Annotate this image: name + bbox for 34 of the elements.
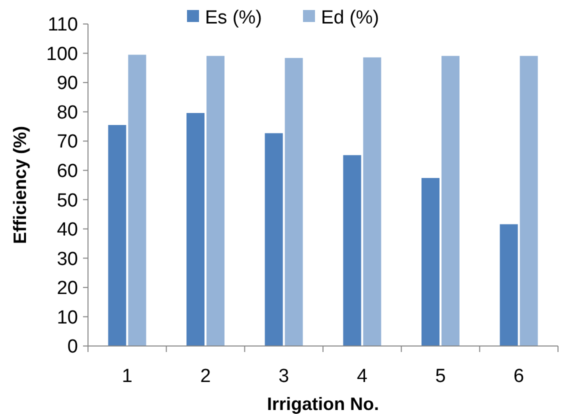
- y-tick-label: 10: [56, 307, 78, 328]
- y-tick-label: 70: [56, 132, 78, 153]
- x-tick-label: 4: [356, 366, 368, 387]
- bar: [520, 56, 538, 346]
- y-tick-label: 40: [56, 220, 78, 241]
- y-tick-label: 80: [56, 102, 78, 124]
- bar: [363, 57, 382, 346]
- bar: [442, 56, 460, 346]
- y-tick-label: 100: [46, 44, 78, 65]
- bar: [108, 124, 126, 346]
- bar: [422, 178, 440, 346]
- y-tick-label: 90: [56, 73, 78, 94]
- bar: [206, 56, 224, 346]
- x-tick-label: 3: [278, 366, 290, 387]
- x-tick-label: 1: [122, 366, 132, 387]
- legend-label: Es (%): [205, 8, 262, 29]
- x-axis-title: Irrigation No.: [267, 394, 379, 414]
- x-tick-label: 6: [514, 366, 524, 387]
- y-tick-label: 20: [56, 278, 78, 300]
- y-tick-label: 50: [56, 190, 78, 212]
- x-tick-label: 2: [200, 366, 211, 387]
- bar: [500, 224, 518, 346]
- x-tick-label: 5: [435, 366, 446, 387]
- y-axis-title: Efficiency (%): [10, 126, 30, 244]
- bar: [284, 58, 303, 346]
- bar: [186, 112, 204, 346]
- bar: [343, 155, 362, 346]
- y-tick-label: 0: [67, 336, 78, 358]
- bar: [264, 133, 283, 346]
- y-tick-label: 30: [56, 248, 78, 270]
- bar: [128, 54, 146, 346]
- y-tick-label: 60: [56, 161, 78, 182]
- y-tick-label: 110: [48, 14, 78, 36]
- legend-label: Ed (%): [321, 8, 380, 29]
